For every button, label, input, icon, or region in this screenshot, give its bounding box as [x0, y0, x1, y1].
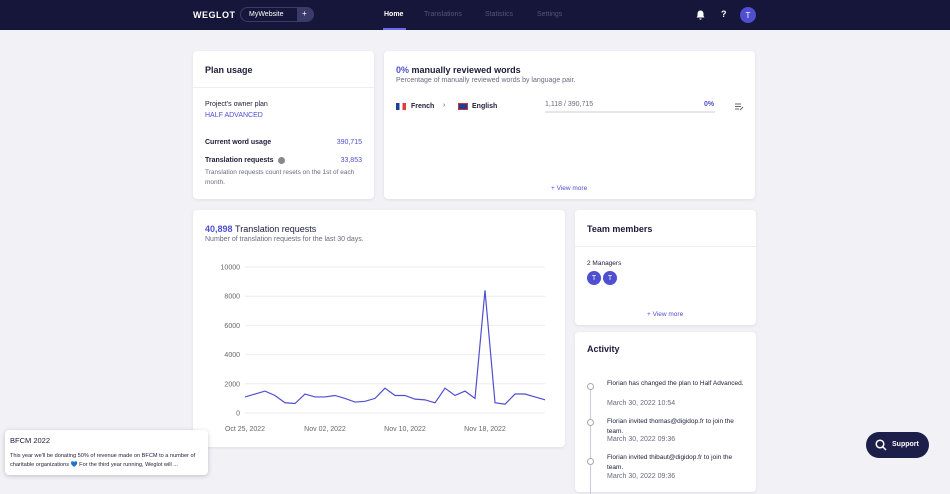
promo-popup[interactable]: BFCM 2022 This year we'll be donating 50… — [5, 430, 208, 475]
activity-date: March 30, 2022 09:36 — [607, 473, 676, 480]
member-avatar[interactable]: T — [587, 271, 601, 285]
row-percent: 0% — [704, 101, 715, 108]
help[interactable]: ? — [721, 9, 727, 19]
chart: 0 2000 4000 6000 8000 10000 Oct 25, 2022 Nov 02… — [221, 265, 546, 433]
promo-title: BFCM 2022 — [10, 436, 51, 445]
view-more[interactable]: + View more — [647, 311, 684, 318]
view-more[interactable]: + View more — [551, 185, 588, 192]
add-site[interactable]: + — [302, 9, 307, 18]
flag — [396, 103, 406, 110]
y-tick-label: 8000 — [224, 294, 240, 301]
support-button[interactable]: Support — [866, 432, 929, 458]
card-title: Plan usage — [205, 65, 253, 75]
language: English — [472, 103, 498, 110]
bell-icon[interactable] — [696, 10, 705, 20]
activity-date: March 30, 2022 09:36 — [607, 436, 676, 443]
percent: 0% — [396, 65, 410, 75]
member-avatar[interactable]: T — [603, 271, 617, 285]
line — [244, 290, 546, 405]
note: Translation requests count resets on the… — [205, 169, 355, 186]
plan-name: HALF ADVANCED — [205, 112, 263, 119]
navbar: WEGLOT MyWebsite + Home Translations Sta… — [0, 0, 950, 30]
tab[interactable]: Statistics — [485, 11, 514, 18]
site-name: MyWebsite — [249, 11, 284, 18]
activity-date: March 30, 2022 10:54 — [607, 400, 676, 407]
label: Project's owner plan — [205, 101, 268, 108]
y-tick-label: 6000 — [224, 323, 240, 330]
x-tick-label: Nov 02, 2022 — [304, 426, 346, 433]
label: Current word usage — [205, 139, 272, 146]
card-title: Team members — [587, 224, 653, 234]
tab[interactable]: Settings — [537, 11, 563, 18]
activity-text: Florian invited thomas@digidop.fr to joi… — [607, 418, 734, 435]
activity-card: Activity Florian has changed the plan to… — [575, 332, 756, 494]
card-title: manually reviewed words — [411, 65, 521, 75]
plan-card: Plan usage Project's owner plan HALF ADV… — [193, 51, 374, 199]
support-label: Support — [892, 441, 919, 448]
activity-text: Florian has changed the plan to Half Adv… — [607, 380, 744, 387]
info-icon[interactable] — [278, 157, 285, 164]
subtitle: Percentage of manually reviewed words by… — [396, 77, 576, 84]
reviewed-card: 0% manually reviewed words Percentage of… — [384, 51, 755, 199]
value: 33,853 — [340, 157, 362, 164]
promo-text: This year we'll be donating 50% of reven… — [10, 453, 196, 468]
user-avatar[interactable]: T — [740, 7, 756, 23]
x-tick-label: Nov 10, 2022 — [384, 426, 426, 433]
progress-bar — [545, 111, 715, 113]
language: French — [411, 103, 435, 110]
site-selector[interactable]: MyWebsite + — [240, 7, 314, 22]
managers: 2 Managers — [587, 260, 622, 267]
arrow: › — [443, 102, 446, 109]
search-icon — [875, 439, 887, 451]
chart-title: Translation requests — [235, 224, 317, 234]
y-tick-label: 2000 — [224, 381, 240, 388]
label: Translation requests — [205, 157, 274, 164]
edit-icon[interactable] — [734, 102, 744, 111]
chart-subtitle: Number of translation requests for the l… — [205, 236, 364, 243]
tab[interactable]: Translations — [424, 11, 462, 18]
x-tick-label: Oct 25, 2022 — [225, 426, 265, 433]
count: 1,118 / 390,715 — [545, 101, 594, 108]
total: 40,898 — [205, 224, 233, 234]
logo[interactable]: WEGLOT — [193, 10, 236, 20]
card-title: Activity — [587, 344, 620, 354]
y-tick-label: 10000 — [221, 265, 241, 272]
y-tick-label: 0 — [236, 411, 240, 418]
tab-indicator — [383, 28, 406, 30]
value: 390,715 — [336, 139, 362, 146]
team-card: Team members 2 Managers T T + View more — [575, 210, 756, 325]
x-tick-label: Nov 18, 2022 — [464, 426, 506, 433]
activity-text: Florian invited thibaut@digidop.fr to jo… — [607, 454, 733, 471]
tab[interactable]: Home — [384, 11, 404, 18]
flag — [458, 103, 468, 110]
chart-card: 40,898 Translation requests Number of tr… — [193, 210, 565, 447]
y-tick-label: 4000 — [224, 352, 240, 359]
